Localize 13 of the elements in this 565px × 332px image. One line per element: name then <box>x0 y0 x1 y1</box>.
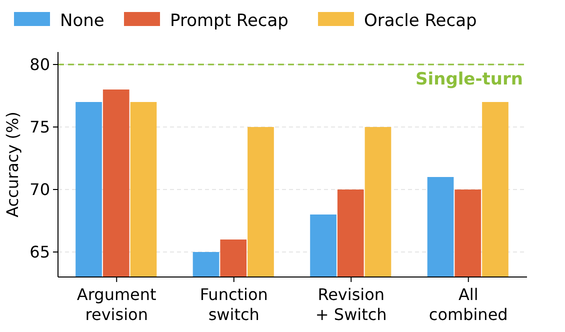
legend-label: None <box>60 10 104 31</box>
ref-line-label: Single-turn <box>416 70 523 90</box>
y-axis-title: Accuracy (%) <box>3 112 22 218</box>
legend-label: Oracle Recap <box>364 10 477 31</box>
y-tick-label: 65 <box>30 242 50 262</box>
legend-label: Prompt Recap <box>170 10 288 31</box>
y-tick-label: 70 <box>30 180 50 200</box>
x-tick-label: Argument revision <box>76 285 156 324</box>
x-tick-label: Function switch <box>200 285 268 324</box>
y-tick-label: 75 <box>30 118 50 137</box>
x-tick-label: Revision + Switch <box>315 285 387 324</box>
y-tick-label: 80 <box>30 55 50 74</box>
x-tick-label: All combined <box>428 285 508 324</box>
